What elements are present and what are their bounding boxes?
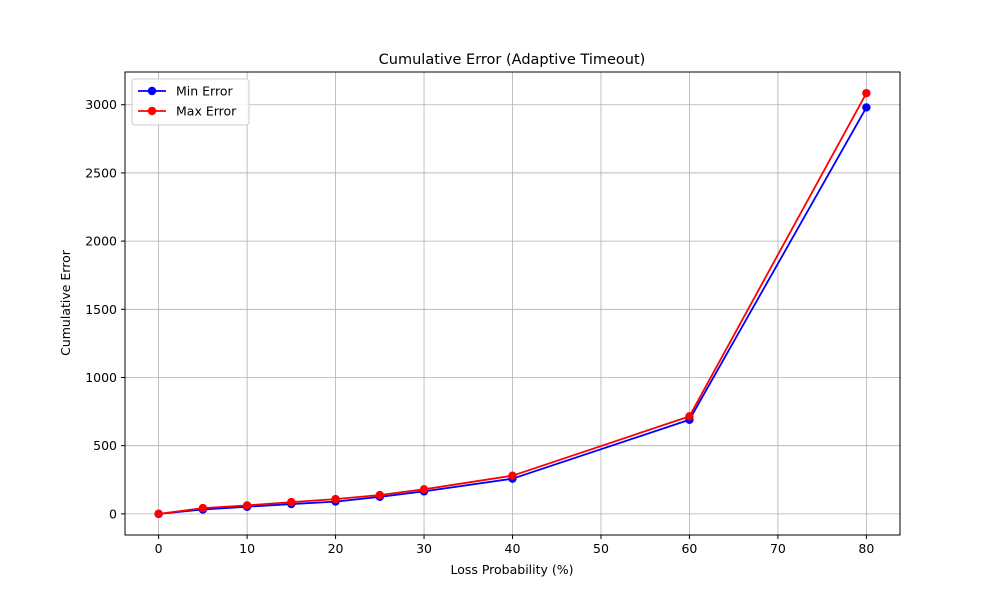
x-tick-label: 0	[155, 541, 163, 556]
legend-item-min-error: Min Error	[138, 84, 233, 99]
x-tick-label: 60	[681, 541, 697, 556]
y-tick-label: 2000	[85, 234, 117, 249]
legend-label: Min Error	[176, 84, 233, 99]
legend: Min Error Max Error	[131, 78, 250, 126]
data-point-min-error	[862, 103, 871, 112]
data-point-max-error	[242, 501, 252, 510]
data-point-max-error	[419, 485, 429, 494]
y-tick-label: 500	[93, 438, 117, 453]
x-tick-label: 50	[593, 541, 609, 556]
legend-swatch-marker	[147, 86, 157, 96]
series-line-max-error	[158, 92, 868, 515]
x-axis-label: Loss Probability (%)	[450, 562, 573, 577]
legend-item-max-error: Max Error	[138, 104, 237, 119]
chart-title: Cumulative Error (Adaptive Timeout)	[379, 52, 646, 68]
series-max-error	[154, 88, 871, 519]
data-point-max-error	[685, 412, 694, 421]
y-tick-label: 1500	[85, 302, 117, 317]
data-point-max-error	[375, 490, 384, 500]
data-point-max-error	[862, 88, 871, 98]
y-tick-label: 3000	[85, 97, 117, 112]
x-tick-label: 30	[416, 541, 432, 556]
data-point-max-error	[287, 497, 296, 507]
data-point-max-error	[198, 503, 208, 513]
data-point-max-error	[508, 471, 517, 480]
y-tick-label: 1000	[85, 370, 117, 385]
legend-swatch-marker	[147, 106, 157, 116]
series-line-min-error	[158, 107, 868, 515]
data-point-max-error	[331, 494, 340, 504]
x-tick-label: 70	[770, 541, 786, 556]
ticks: 0 10 20 30 40 50 60 70 80 0 500 1000 1500 2000 2500 300…	[85, 97, 874, 556]
series-layer	[154, 88, 871, 519]
y-tick-label: 2500	[85, 165, 117, 180]
x-tick-label: 20	[328, 541, 344, 556]
x-tick-label: 10	[239, 541, 255, 556]
y-axis-label: Cumulative Error	[58, 249, 73, 356]
y-tick-label: 0	[109, 506, 117, 521]
x-tick-label: 40	[505, 541, 521, 556]
legend-label: Max Error	[176, 104, 237, 119]
data-point-max-error	[154, 509, 163, 519]
x-tick-label: 80	[858, 541, 874, 556]
grid	[125, 72, 900, 535]
